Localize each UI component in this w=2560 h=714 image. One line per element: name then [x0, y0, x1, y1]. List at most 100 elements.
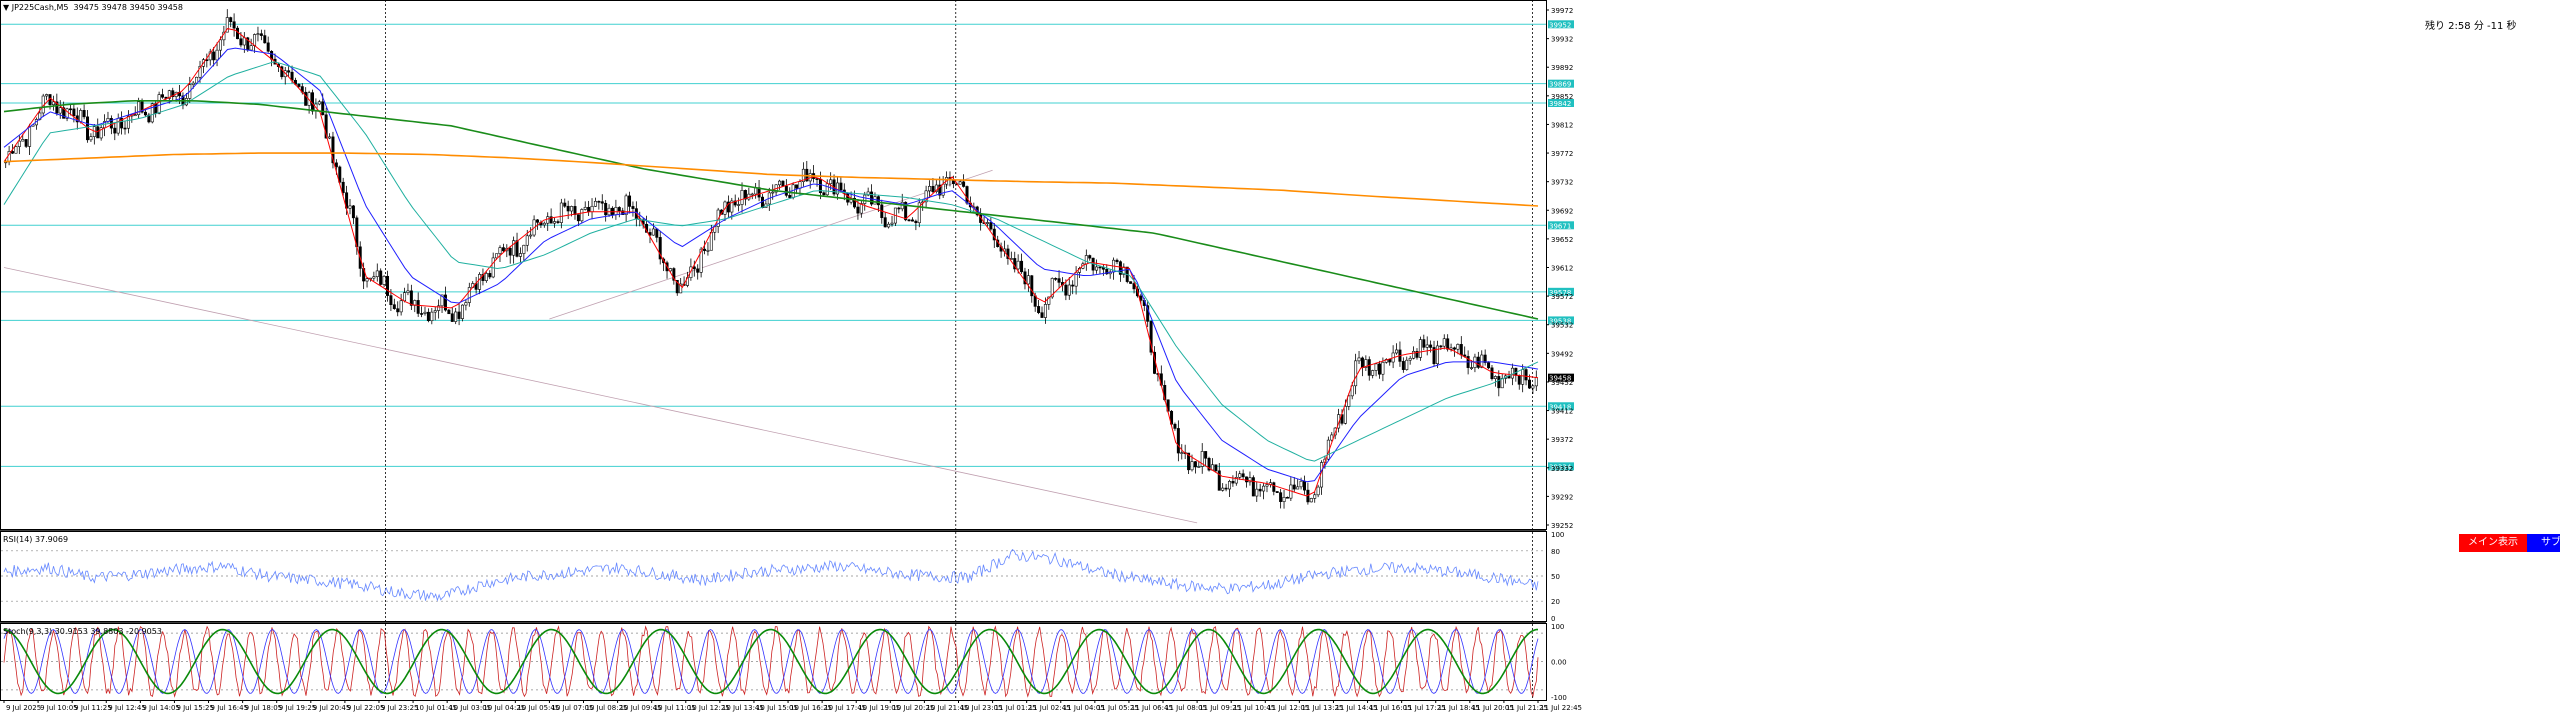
candle [1043, 297, 1047, 324]
candle [1279, 488, 1283, 509]
candle [1023, 267, 1027, 290]
candle [512, 236, 516, 264]
time-tick-label-32: 11 Jul 05:25 [1097, 704, 1139, 712]
candle-body [1193, 461, 1197, 468]
candle-body [563, 202, 567, 207]
candle [55, 93, 59, 116]
time-tick-label-38: 11 Jul 13:25 [1301, 704, 1343, 712]
candle-body [157, 94, 161, 114]
candle [1009, 251, 1013, 260]
candle-body [171, 90, 175, 97]
candle [92, 124, 96, 145]
candle-body [737, 204, 741, 206]
candle-body [433, 310, 437, 313]
candle-body [1418, 339, 1422, 358]
candle [1129, 281, 1133, 284]
candle-body [280, 66, 284, 78]
candle-body [1217, 470, 1221, 491]
candle [484, 271, 488, 283]
candle [624, 193, 628, 223]
candle [338, 165, 342, 184]
candle [593, 197, 597, 207]
candle-body [1105, 268, 1109, 275]
price-tick-label-12: 39492 [1551, 350, 1573, 358]
candle-body [443, 294, 447, 311]
candle-body [859, 203, 863, 214]
candle-body [28, 125, 32, 147]
candle [1435, 340, 1439, 368]
candle-body [1449, 347, 1453, 350]
candle-body [522, 244, 526, 254]
price-tick-label-18: 39252 [1551, 522, 1573, 530]
candle [706, 242, 710, 256]
candle-body [508, 247, 512, 256]
candle-body [825, 183, 829, 196]
candle [747, 187, 751, 201]
candle [924, 185, 928, 209]
candle [532, 215, 536, 237]
time-tick-label-34: 11 Jul 08:05 [1165, 704, 1207, 712]
candle [1251, 475, 1255, 497]
candle-body [96, 126, 100, 139]
candle-body [403, 292, 407, 302]
candle-body [846, 193, 850, 203]
candle-body [218, 39, 222, 51]
candle-body [553, 221, 557, 224]
candle [287, 65, 291, 77]
candle-body [338, 166, 342, 183]
candle [198, 60, 202, 83]
candle-body [51, 101, 55, 105]
candle-body [143, 111, 147, 116]
level-tag-0 [1548, 20, 1574, 29]
time-tick-label-8: 9 Jul 19:25 [279, 704, 317, 712]
candle-body [17, 140, 21, 147]
time-tick-label-27: 10 Jul 21:45 [926, 704, 968, 712]
candle-body [1517, 375, 1521, 385]
candle [614, 199, 618, 220]
symbol-name: JP225Cash [11, 3, 54, 12]
candle-body [1285, 496, 1289, 499]
candle [45, 93, 49, 101]
candle-body [1459, 344, 1463, 356]
main-display-button[interactable]: メイン表示 [2459, 534, 2527, 552]
candle-body [1493, 376, 1497, 380]
collapse-triangle-icon[interactable]: ▼ [3, 3, 12, 12]
level-tag-label-4: 39578 [1549, 289, 1571, 297]
candle-body [1207, 457, 1211, 471]
candle [1302, 475, 1306, 495]
candle-body [420, 313, 424, 315]
candle-body [1187, 452, 1191, 471]
candle [464, 300, 468, 311]
candle [416, 292, 420, 317]
candle-body [1037, 306, 1041, 313]
candle [1442, 334, 1446, 350]
candle [382, 275, 386, 288]
candle-body [406, 290, 410, 293]
candle-body [856, 206, 860, 214]
candle-body [1132, 283, 1136, 290]
sub-display-button[interactable]: サブ表示 [2527, 534, 2560, 552]
candle [433, 306, 437, 321]
candle-body [1238, 473, 1242, 478]
candle [253, 33, 257, 53]
price-axes: 39972 39932 39892 39852 39812 39772 39732 39692… [1546, 7, 1574, 530]
trend-lines [3, 169, 1198, 524]
candle [835, 176, 839, 200]
candle [1207, 456, 1211, 472]
ma-line-ma-long [3, 61, 1539, 462]
candle [501, 243, 505, 253]
candle-body [120, 118, 124, 129]
candle [870, 184, 874, 207]
candle-body [675, 279, 679, 294]
candle-body [392, 304, 396, 309]
candle-body [1435, 345, 1439, 365]
candle [566, 200, 570, 220]
candle-body [249, 45, 253, 51]
candle [815, 178, 819, 187]
candle [1534, 370, 1538, 392]
candle-body [1337, 414, 1341, 429]
candle-body [1401, 361, 1405, 370]
candle [399, 293, 403, 316]
